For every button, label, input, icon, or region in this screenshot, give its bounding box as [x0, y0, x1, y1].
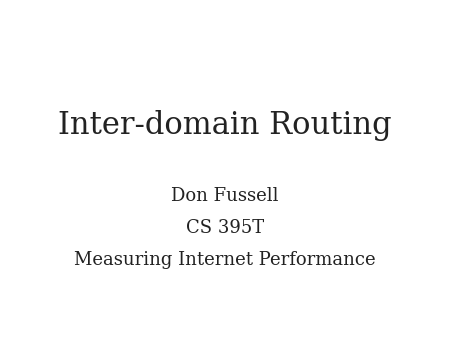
Text: Inter-domain Routing: Inter-domain Routing [58, 110, 392, 141]
Text: Don Fussell: Don Fussell [171, 187, 279, 205]
Text: CS 395T: CS 395T [186, 219, 264, 237]
Text: Measuring Internet Performance: Measuring Internet Performance [74, 251, 376, 269]
